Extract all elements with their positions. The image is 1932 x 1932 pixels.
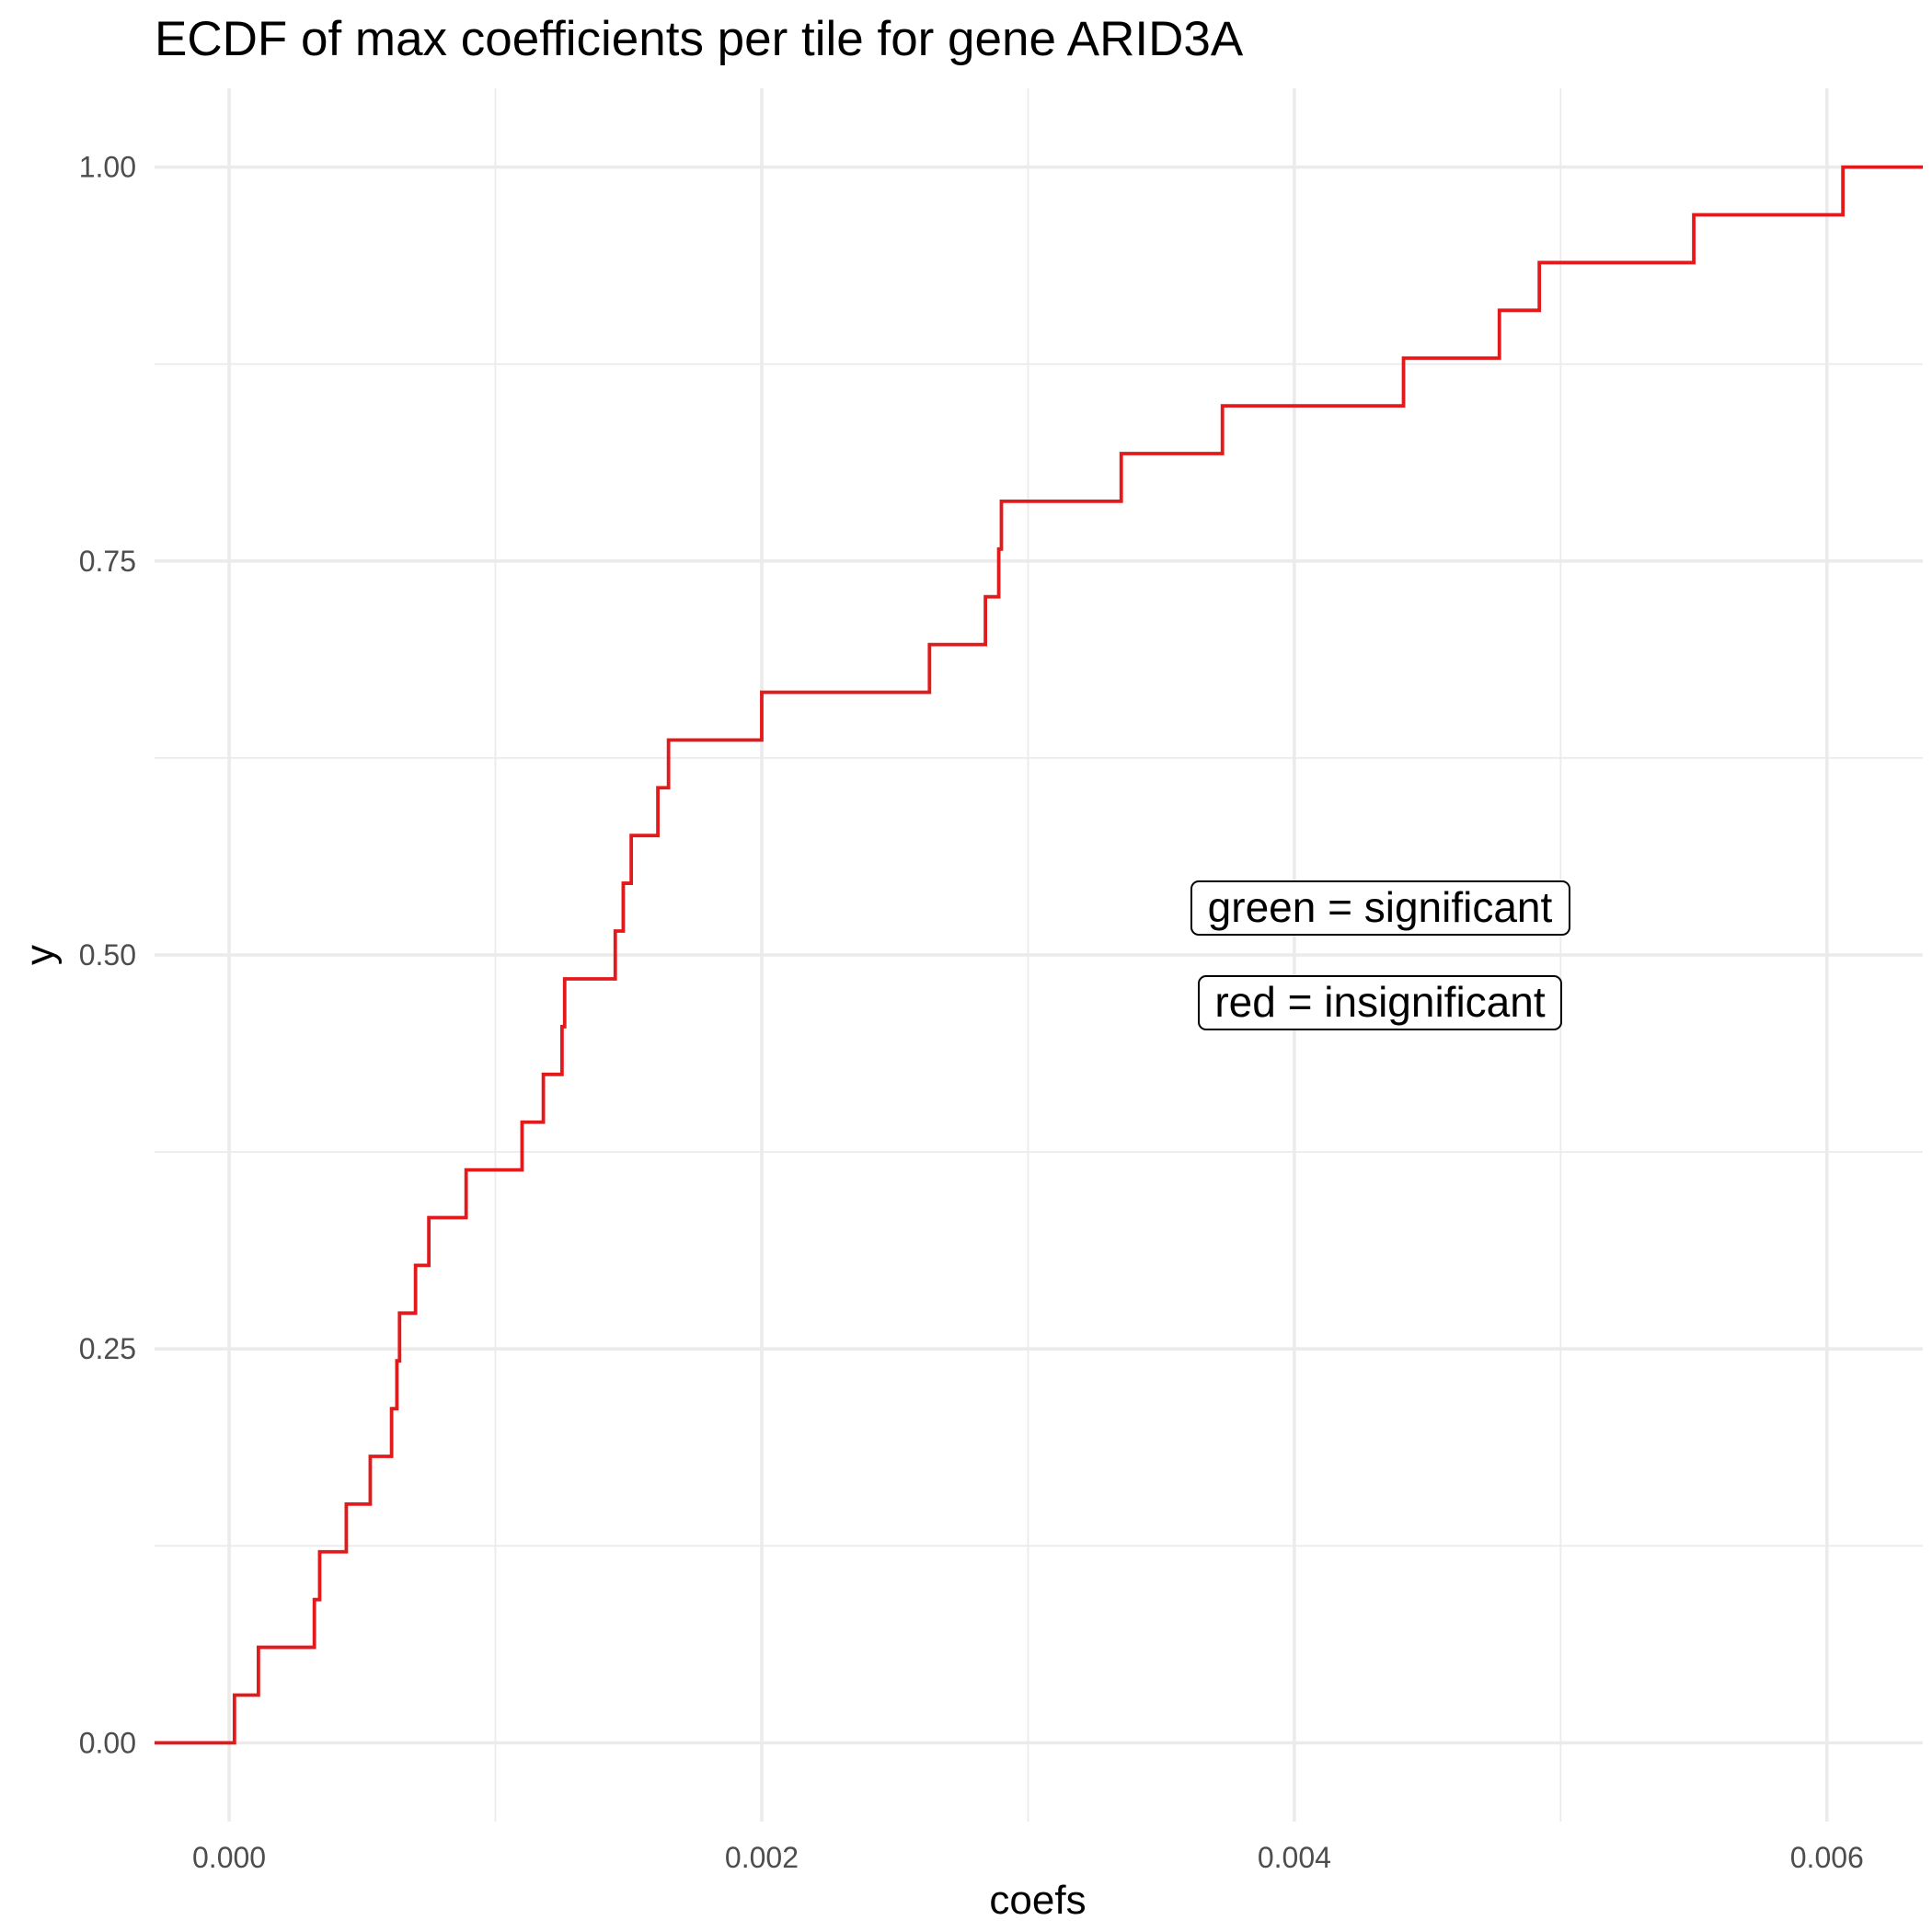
y-tick-label: 0.25: [79, 1332, 136, 1365]
annotation-insignificant-text: red = insignificant: [1214, 978, 1545, 1026]
x-tick-label: 0.004: [1258, 1841, 1331, 1874]
ecdf-series: [155, 165, 1923, 1745]
chart-title: ECDF of max coefficients per tile for ge…: [155, 12, 1244, 66]
annotation-insignificant: red = insignificant: [1198, 975, 1562, 1030]
x-tick-label: 0.002: [725, 1841, 799, 1874]
y-tick-label: 0.50: [79, 938, 136, 972]
x-tick-label: 0.000: [192, 1841, 266, 1874]
y-axis-title: y: [17, 945, 63, 965]
tick-labels: 0.000 0.002 0.004 0.006 0.00 0.25 0.50 0.75 1.00: [79, 151, 1864, 1874]
annotation-significant-text: green = significant: [1208, 883, 1553, 931]
x-tick-label: 0.006: [1790, 1841, 1864, 1874]
ecdf-step-line: [155, 165, 1923, 1745]
grid-lines: [155, 88, 1923, 1822]
y-tick-label: 0.00: [79, 1726, 136, 1759]
y-tick-label: 1.00: [79, 151, 136, 184]
annotation-significant-box: [1190, 880, 1570, 936]
annotation-insignificant-box: [1198, 975, 1562, 1030]
y-tick-label: 0.75: [79, 545, 136, 578]
x-axis-title: coefs: [989, 1878, 1086, 1923]
annotation-significant: green = significant: [1190, 880, 1570, 936]
